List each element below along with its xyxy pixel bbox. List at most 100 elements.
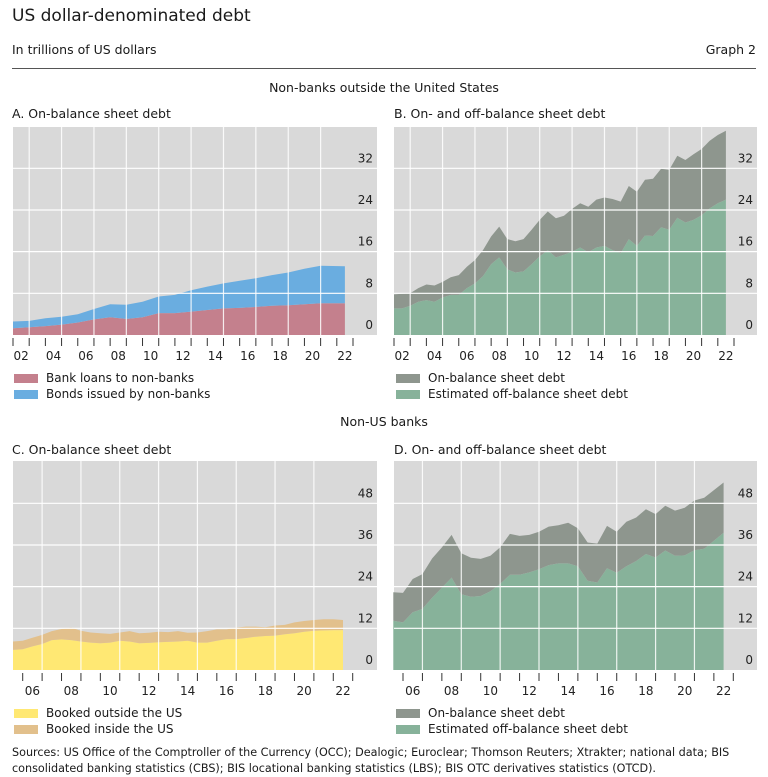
x-tick-label: 10 bbox=[483, 684, 498, 698]
section-title-nonbanks: Non-banks outside the United States bbox=[269, 80, 499, 95]
y-tick-label: 16 bbox=[738, 235, 753, 249]
legend-item: Bonds issued by non-banks bbox=[14, 386, 210, 402]
legend-label: Estimated off-balance sheet debt bbox=[428, 387, 628, 401]
y-tick-label: 16 bbox=[358, 235, 373, 249]
x-tick-label: 10 bbox=[524, 349, 539, 363]
y-tick-label: 24 bbox=[358, 570, 373, 584]
x-tick-label: 22 bbox=[337, 349, 352, 363]
y-tick-label: 24 bbox=[738, 570, 753, 584]
x-tick-label: 12 bbox=[522, 684, 537, 698]
x-tick-label: 16 bbox=[621, 349, 636, 363]
legend-item: Estimated off-balance sheet debt bbox=[396, 721, 628, 737]
y-tick-label: 36 bbox=[738, 528, 753, 542]
panel-d-title: D. On- and off-balance sheet debt bbox=[394, 442, 607, 457]
x-tick-label: 12 bbox=[556, 349, 571, 363]
legend-label: Booked outside the US bbox=[46, 706, 183, 720]
x-tick-label: 10 bbox=[102, 684, 117, 698]
x-tick-label: 20 bbox=[686, 349, 701, 363]
section-title-nonus-banks: Non-US banks bbox=[340, 414, 428, 429]
y-tick-label: 24 bbox=[738, 193, 753, 207]
x-tick-label: 18 bbox=[258, 684, 273, 698]
x-tick-label: 18 bbox=[654, 349, 669, 363]
panel-b-legend: On-balance sheet debt Estimated off-balan… bbox=[396, 370, 628, 402]
area-bank-loans-to-non-banks bbox=[13, 303, 345, 335]
x-tick-label: 08 bbox=[492, 349, 507, 363]
legend-label: Booked inside the US bbox=[46, 722, 174, 736]
graph-number: Graph 2 bbox=[705, 42, 756, 57]
x-tick-label: 16 bbox=[240, 349, 255, 363]
y-tick-label: 48 bbox=[358, 486, 373, 500]
panel-a-title: A. On-balance sheet debt bbox=[12, 106, 171, 121]
x-tick-label: 14 bbox=[589, 349, 604, 363]
x-tick-label: 18 bbox=[638, 684, 653, 698]
units-subtitle: In trillions of US dollars bbox=[12, 42, 157, 57]
x-tick-label: 06 bbox=[405, 684, 420, 698]
x-tick-label: 12 bbox=[141, 684, 156, 698]
x-tick-label: 06 bbox=[25, 684, 40, 698]
y-tick-label: 32 bbox=[738, 151, 753, 165]
y-tick-label: 0 bbox=[745, 653, 753, 667]
y-tick-label: 36 bbox=[358, 528, 373, 542]
x-tick-label: 20 bbox=[305, 349, 320, 363]
x-tick-label: 20 bbox=[297, 684, 312, 698]
x-tick-label: 22 bbox=[335, 684, 350, 698]
legend-item: Bank loans to non-banks bbox=[14, 370, 210, 386]
x-tick-label: 14 bbox=[208, 349, 223, 363]
legend-swatch bbox=[396, 373, 420, 383]
x-tick-label: 14 bbox=[561, 684, 576, 698]
legend-label: On-balance sheet debt bbox=[428, 706, 565, 720]
x-tick-label: 02 bbox=[394, 349, 409, 363]
area-estimated-off-balance-sheet-debt bbox=[394, 199, 726, 335]
x-tick-label: 22 bbox=[718, 349, 733, 363]
panel-d-legend: On-balance sheet debt Estimated off-balan… bbox=[396, 705, 628, 737]
area-on-balance-sheet-debt bbox=[393, 482, 724, 623]
x-tick-label: 16 bbox=[219, 684, 234, 698]
legend-label: Bank loans to non-banks bbox=[46, 371, 195, 385]
area-booked-outside-the-us bbox=[13, 630, 343, 670]
legend-item: Estimated off-balance sheet debt bbox=[396, 386, 628, 402]
legend-swatch bbox=[14, 373, 38, 383]
x-tick-label: 22 bbox=[716, 684, 731, 698]
legend-item: Booked inside the US bbox=[14, 721, 182, 737]
legend-label: Estimated off-balance sheet debt bbox=[428, 722, 628, 736]
legend-swatch bbox=[396, 389, 420, 399]
y-tick-label: 0 bbox=[365, 318, 373, 332]
panel-c-chart: 0 12 24 36 48 06 08 10 12 14 16 18 20 22 bbox=[13, 461, 377, 698]
legend-swatch bbox=[396, 724, 420, 734]
legend-item: On-balance sheet debt bbox=[396, 370, 628, 386]
panel-c-legend: Booked outside the US Booked inside the U… bbox=[14, 705, 182, 737]
x-tick-label: 12 bbox=[175, 349, 190, 363]
area-booked-inside-the-us bbox=[13, 619, 343, 650]
x-tick-label: 06 bbox=[78, 349, 93, 363]
y-tick-label: 12 bbox=[358, 611, 373, 625]
x-tick-label: 08 bbox=[444, 684, 459, 698]
y-tick-label: 48 bbox=[738, 486, 753, 500]
legend-label: Bonds issued by non-banks bbox=[46, 387, 211, 401]
x-tick-label: 06 bbox=[459, 349, 474, 363]
y-tick-label: 8 bbox=[745, 276, 753, 290]
x-tick-label: 16 bbox=[599, 684, 614, 698]
y-tick-label: 24 bbox=[358, 193, 373, 207]
legend-swatch bbox=[14, 724, 38, 734]
x-tick-label: 14 bbox=[180, 684, 195, 698]
panel-a-legend: Bank loans to non-banks Bonds issued by n… bbox=[14, 370, 210, 402]
x-tick-label: 18 bbox=[273, 349, 288, 363]
legend-label: On-balance sheet debt bbox=[428, 371, 565, 385]
area-bonds-issued-by-non-banks bbox=[13, 265, 345, 329]
panel-d-chart: 0 12 24 36 48 06 08 10 12 14 16 18 20 22 bbox=[393, 461, 757, 698]
legend-item: On-balance sheet debt bbox=[396, 705, 628, 721]
area-estimated-off-balance-sheet-debt bbox=[393, 532, 724, 670]
header-divider bbox=[12, 68, 756, 69]
x-tick-label: 04 bbox=[427, 349, 442, 363]
x-tick-label: 04 bbox=[46, 349, 61, 363]
legend-swatch bbox=[396, 708, 420, 718]
y-tick-label: 0 bbox=[745, 318, 753, 332]
y-tick-label: 32 bbox=[358, 151, 373, 165]
area-on-balance-sheet-debt bbox=[394, 130, 726, 309]
x-tick-label: 20 bbox=[677, 684, 692, 698]
y-tick-label: 12 bbox=[738, 611, 753, 625]
panel-c-title: C. On-balance sheet debt bbox=[12, 442, 172, 457]
x-tick-label: 08 bbox=[64, 684, 79, 698]
